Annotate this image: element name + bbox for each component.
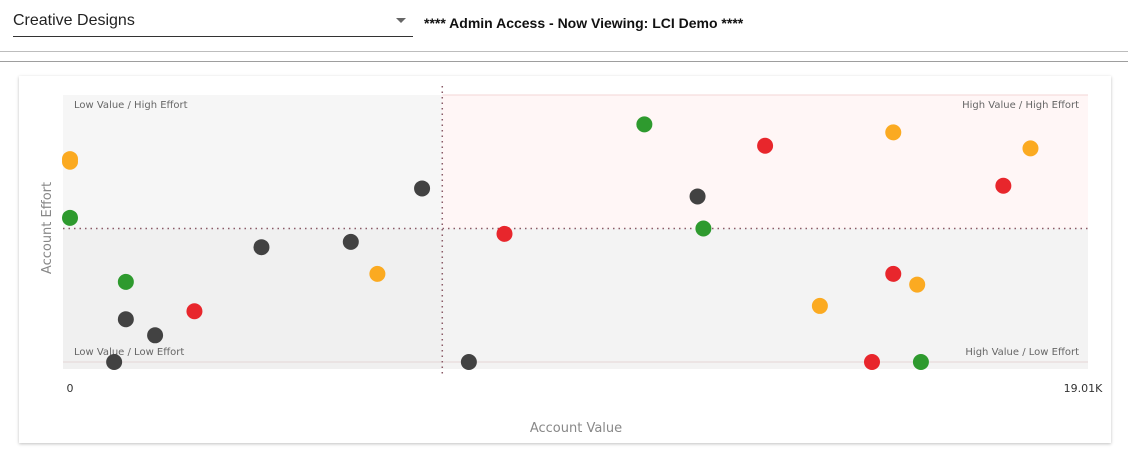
data-point[interactable]: [62, 209, 78, 226]
data-point[interactable]: [369, 265, 386, 282]
scatter-chart: Low Value / High Effort High Value / Hig…: [40, 86, 1103, 436]
data-point[interactable]: [253, 239, 270, 256]
data-point[interactable]: [106, 354, 123, 370]
quadrant-label-top-left: Low Value / High Effort: [74, 100, 188, 111]
account-select-value: Creative Designs: [13, 12, 135, 29]
data-point[interactable]: [342, 233, 359, 250]
quadrant-label-bottom-left: Low Value / Low Effort: [74, 347, 184, 358]
data-point[interactable]: [636, 116, 653, 133]
admin-banner: **** Admin Access - Now Viewing: LCI Dem…: [424, 15, 744, 31]
data-point[interactable]: [912, 354, 929, 370]
data-point[interactable]: [186, 303, 203, 320]
account-select[interactable]: Creative Designs: [13, 6, 413, 37]
chevron-down-icon[interactable]: [396, 18, 406, 23]
data-point[interactable]: [496, 225, 513, 242]
quadrant-bg-top-right: [442, 95, 1089, 229]
data-point[interactable]: [117, 273, 134, 290]
data-point[interactable]: [62, 153, 78, 170]
data-point[interactable]: [147, 327, 164, 344]
data-points: [62, 116, 1039, 370]
quadrant-label-top-right: High Value / High Effort: [962, 100, 1079, 111]
y-axis-title: Account Effort: [40, 182, 55, 274]
x-tick-label-max: 19.01K: [1064, 382, 1103, 395]
quadrant-bg-top-left: [63, 95, 443, 229]
x-axis-title: Account Value: [530, 421, 622, 436]
data-point[interactable]: [885, 124, 902, 141]
quadrant-bg-bottom-left: [63, 228, 443, 369]
data-point[interactable]: [460, 354, 477, 370]
data-point[interactable]: [885, 265, 902, 282]
quadrant-bg-bottom-right: [442, 228, 1089, 369]
chart-card: Low Value / High Effort High Value / Hig…: [19, 76, 1111, 443]
data-point[interactable]: [811, 297, 828, 314]
toolbar-divider: [0, 61, 1128, 62]
data-point[interactable]: [863, 354, 880, 370]
data-point[interactable]: [1022, 140, 1039, 157]
x-tick-label-min: 0: [67, 382, 74, 395]
data-point[interactable]: [689, 188, 706, 205]
data-point[interactable]: [909, 276, 926, 293]
header-divider: [0, 51, 1128, 52]
data-point[interactable]: [414, 180, 431, 197]
data-point[interactable]: [117, 311, 134, 328]
quadrant-label-bottom-right: High Value / Low Effort: [965, 347, 1079, 358]
data-point[interactable]: [695, 220, 712, 237]
data-point[interactable]: [995, 177, 1012, 194]
top-bar: Creative Designs **** Admin Access - Now…: [0, 0, 1128, 52]
data-point[interactable]: [757, 137, 774, 154]
